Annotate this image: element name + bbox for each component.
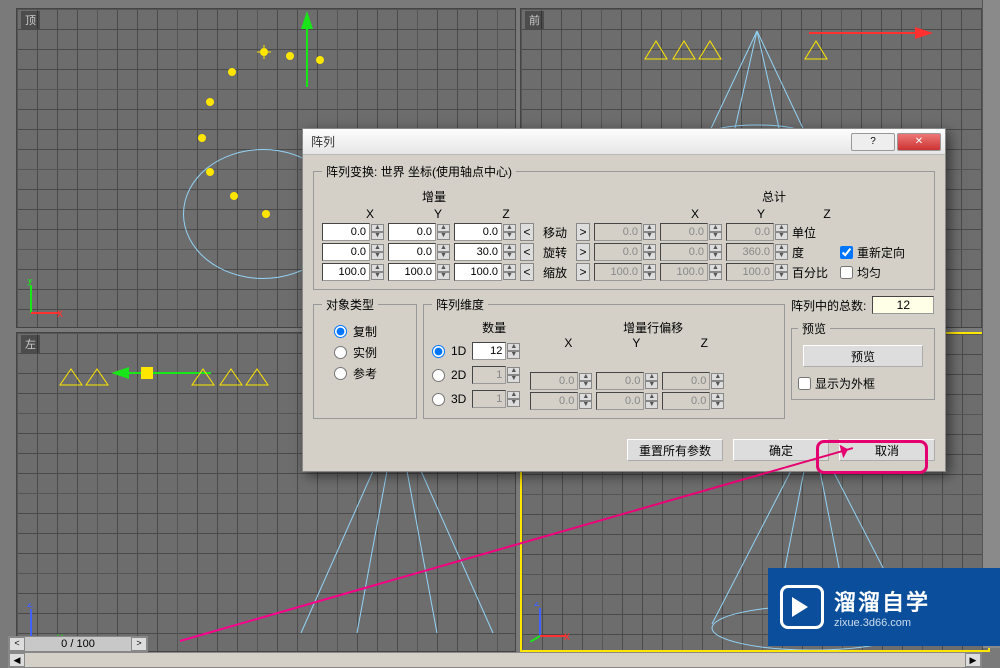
viewport-label: 顶 <box>21 11 40 29</box>
svg-text:z: z <box>27 603 33 610</box>
move-label: 移动 <box>538 224 572 241</box>
object-type-group: 对象类型 复制 实例 参考 <box>313 296 417 419</box>
bracket-left[interactable]: < <box>520 223 534 241</box>
move-iz[interactable]: ▲▼ <box>454 223 516 241</box>
rotate-iy[interactable]: ▲▼ <box>388 243 450 261</box>
reorient-checkbox[interactable]: 重新定向 <box>840 244 905 261</box>
d1-count[interactable]: ▲▼ <box>472 342 520 360</box>
lower-section: 对象类型 复制 实例 参考 阵列维度 数量 1D ▲▼ 2D ▲▼ 3D ▲▼ <box>313 296 935 425</box>
axis-z: Z <box>472 207 540 221</box>
gizmo-icon <box>287 8 407 127</box>
total-preview-box: 阵列中的总数: 预览 预览 显示为外框 <box>791 296 935 425</box>
rotate-ix[interactable]: ▲▼ <box>322 243 384 261</box>
rotate-iz[interactable]: ▲▼ <box>454 243 516 261</box>
svg-text:x: x <box>564 629 570 642</box>
move-tx: ▲▼ <box>594 223 656 241</box>
horizontal-scrollbar[interactable]: ◀ ▶ <box>8 652 982 668</box>
axis-x: X <box>336 207 404 221</box>
scale-tz: ▲▼ <box>726 263 788 281</box>
preview-group: 预览 预览 显示为外框 <box>791 320 935 400</box>
viewport-label: 左 <box>21 335 40 353</box>
timeline-prev[interactable]: < <box>9 637 25 651</box>
axis-z: Z <box>794 207 860 221</box>
rotate-tx: ▲▼ <box>594 243 656 261</box>
d2-radio[interactable]: 2D ▲▼ <box>432 366 520 384</box>
rotate-row: ▲▼ ▲▼ ▲▼ < 旋转 > ▲▼ ▲▼ ▲▼ 度 重新定向 <box>322 243 926 261</box>
d3-radio[interactable]: 3D ▲▼ <box>432 390 520 408</box>
rotate-label: 旋转 <box>538 244 572 261</box>
dialog-buttons: 重置所有参数 确定 取消 <box>303 433 945 471</box>
scale-tx: ▲▼ <box>594 263 656 281</box>
move-tz: ▲▼ <box>726 223 788 241</box>
bracket-left[interactable]: < <box>520 243 534 261</box>
total-value <box>872 296 934 314</box>
scale-unit: 百分比 <box>792 264 836 281</box>
watermark-url: zixue.3d66.com <box>834 617 930 629</box>
axis-x: X <box>662 207 728 221</box>
d1-radio[interactable]: 1D ▲▼ <box>432 342 520 360</box>
move-unit: 单位 <box>792 224 836 241</box>
move-ty: ▲▼ <box>660 223 722 241</box>
rotate-unit: 度 <box>792 244 836 261</box>
scale-ix[interactable]: ▲▼ <box>322 263 384 281</box>
axis-indicator-icon: yx <box>25 279 65 319</box>
uniform-checkbox[interactable]: 均匀 <box>840 264 881 281</box>
axis-y: Y <box>404 207 472 221</box>
svg-text:z: z <box>534 602 540 609</box>
scale-ty: ▲▼ <box>660 263 722 281</box>
show-outline-checkbox[interactable]: 显示为外框 <box>798 375 875 392</box>
axis-indicator-icon: zx <box>530 602 570 642</box>
right-panel <box>982 0 1000 648</box>
timeline[interactable]: < 0 / 100 > <box>8 636 148 652</box>
dialog-body: 阵列变换: 世界 坐标(使用轴点中心) 增量 总计 X Y Z X Y Z <box>303 155 945 433</box>
scale-iz[interactable]: ▲▼ <box>454 263 516 281</box>
cancel-button[interactable]: 取消 <box>839 439 935 461</box>
d3-count: ▲▼ <box>472 390 520 408</box>
scroll-right[interactable]: ▶ <box>965 653 981 667</box>
dialog-title: 阵列 <box>311 133 849 150</box>
bracket-right[interactable]: > <box>576 263 590 281</box>
svg-text:x: x <box>57 306 63 319</box>
axis-y: Y <box>728 207 794 221</box>
help-button[interactable]: ? <box>851 133 895 151</box>
d2-count: ▲▼ <box>472 366 520 384</box>
scale-iy[interactable]: ▲▼ <box>388 263 450 281</box>
transform-legend: 阵列变换: 世界 坐标(使用轴点中心) <box>322 163 516 180</box>
svg-text:y: y <box>27 279 33 286</box>
increment-label: 增量 <box>422 188 446 205</box>
rotate-ty: ▲▼ <box>660 243 722 261</box>
close-button[interactable]: ✕ <box>897 133 941 151</box>
reference-radio[interactable]: 参考 <box>334 365 408 382</box>
move-iy[interactable]: ▲▼ <box>388 223 450 241</box>
bracket-right[interactable]: > <box>576 243 590 261</box>
scroll-left[interactable]: ◀ <box>9 653 25 667</box>
watermark: 溜溜自学 zixue.3d66.com <box>768 568 1000 646</box>
watermark-title: 溜溜自学 <box>834 585 930 617</box>
reset-button[interactable]: 重置所有参数 <box>627 439 723 461</box>
total-label: 阵列中的总数: <box>791 297 866 314</box>
copy-radio[interactable]: 复制 <box>334 323 408 340</box>
titlebar[interactable]: 阵列 ? ✕ <box>303 129 945 155</box>
array-dialog: 阵列 ? ✕ 阵列变换: 世界 坐标(使用轴点中心) 增量 总计 X Y Z X… <box>302 128 946 472</box>
play-icon <box>780 585 824 629</box>
move-row: ▲▼ ▲▼ ▲▼ < 移动 > ▲▼ ▲▼ ▲▼ 单位 <box>322 223 926 241</box>
move-ix[interactable]: ▲▼ <box>322 223 384 241</box>
instance-radio[interactable]: 实例 <box>334 344 408 361</box>
preview-button[interactable]: 预览 <box>803 345 923 367</box>
scale-label: 缩放 <box>538 264 572 281</box>
ok-button[interactable]: 确定 <box>733 439 829 461</box>
bracket-right[interactable]: > <box>576 223 590 241</box>
transform-group: 阵列变换: 世界 坐标(使用轴点中心) 增量 总计 X Y Z X Y Z <box>313 163 935 290</box>
dimension-group: 阵列维度 数量 1D ▲▼ 2D ▲▼ 3D ▲▼ 增量行偏移 XYZ <box>423 296 785 419</box>
timeline-value: 0 / 100 <box>25 638 131 650</box>
timeline-next[interactable]: > <box>131 637 147 651</box>
scale-row: ▲▼ ▲▼ ▲▼ < 缩放 > ▲▼ ▲▼ ▲▼ 百分比 均匀 <box>322 263 926 281</box>
viewport-label: 前 <box>525 11 544 29</box>
bracket-left[interactable]: < <box>520 263 534 281</box>
total-label: 总计 <box>762 188 786 205</box>
rotate-tz: ▲▼ <box>726 243 788 261</box>
